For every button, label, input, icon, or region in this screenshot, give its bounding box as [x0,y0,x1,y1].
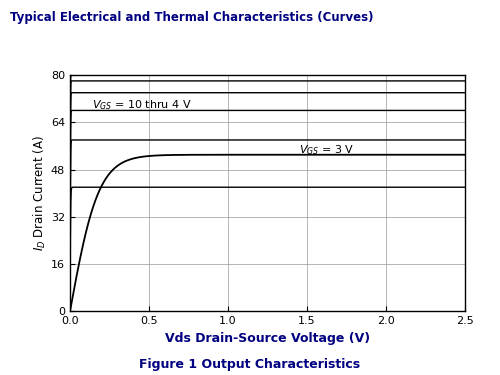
Y-axis label: $I_D$ Drain Current (A): $I_D$ Drain Current (A) [32,135,48,251]
Text: Figure 1 Output Characteristics: Figure 1 Output Characteristics [140,358,360,371]
Text: Typical Electrical and Thermal Characteristics (Curves): Typical Electrical and Thermal Character… [10,11,374,24]
Text: $V_{GS}$ = 3 V: $V_{GS}$ = 3 V [299,143,354,157]
X-axis label: Vds Drain-Source Voltage (V): Vds Drain-Source Voltage (V) [165,332,370,345]
Text: $V_{GS}$ = 10 thru 4 V: $V_{GS}$ = 10 thru 4 V [92,99,192,112]
